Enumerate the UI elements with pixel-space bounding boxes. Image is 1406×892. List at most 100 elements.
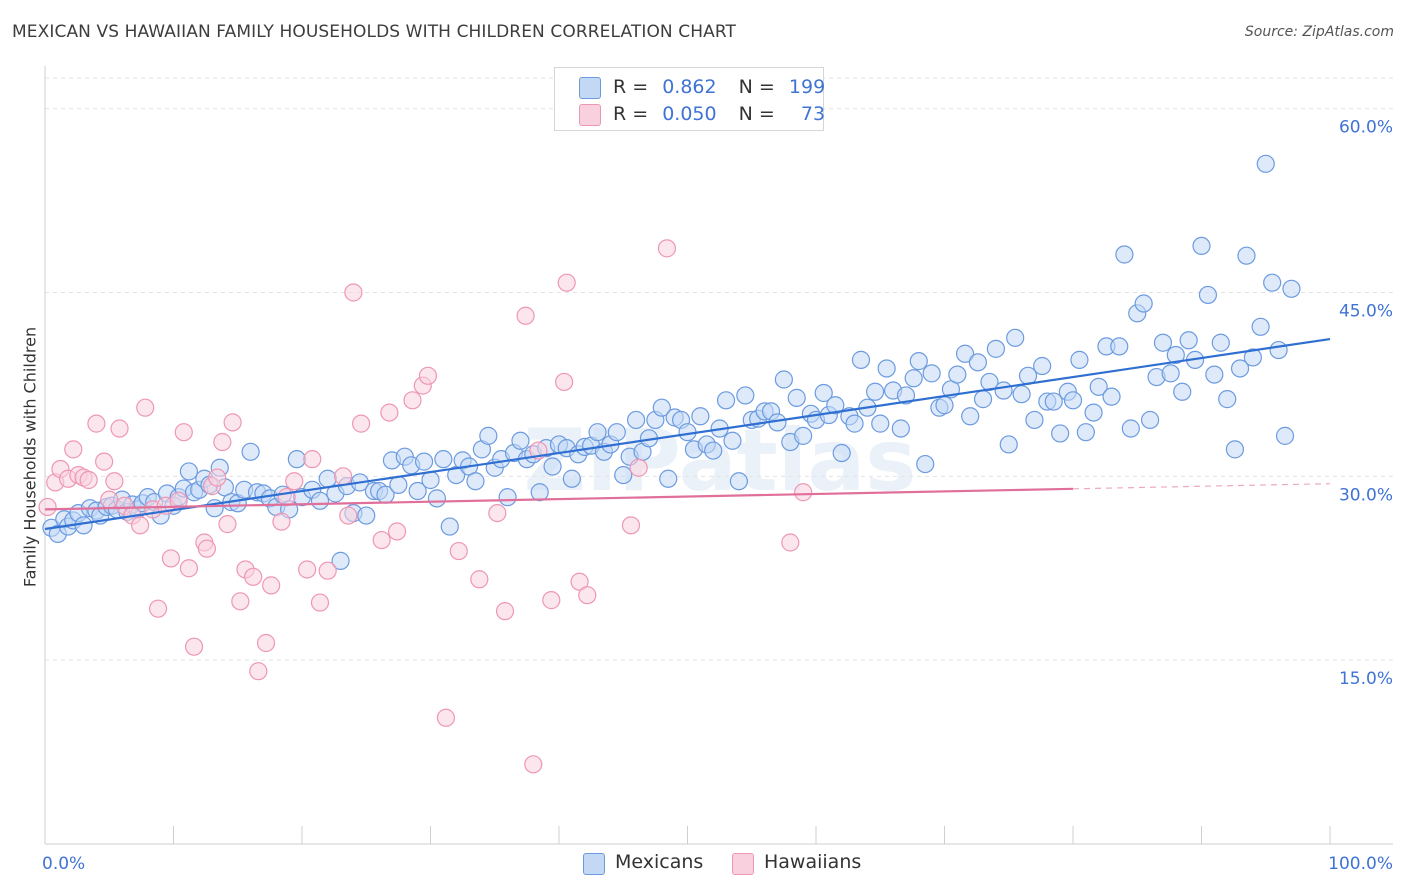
mexicans-point xyxy=(1256,154,1275,173)
mexicans-point xyxy=(408,481,427,501)
mexicans-point xyxy=(1192,236,1211,256)
n-value: 199 xyxy=(788,76,826,98)
legend-item-hawaiians[interactable]: Hawaiians xyxy=(732,851,862,875)
mexicans-point xyxy=(1070,350,1089,369)
hawaiians-point xyxy=(272,512,291,531)
hawaiians-point xyxy=(794,483,813,502)
hawaiians-point xyxy=(249,662,268,681)
mexicans-point xyxy=(530,483,549,502)
hawaiians-point xyxy=(87,414,106,433)
hawaiians-point xyxy=(516,306,535,325)
mexicans-point xyxy=(1044,392,1063,411)
mexicans-point xyxy=(421,470,440,490)
mexicans-point xyxy=(1115,245,1134,264)
mexicans-point xyxy=(479,426,498,445)
mexicans-point xyxy=(357,506,376,525)
mexicans-point xyxy=(1063,391,1083,410)
mexicans-point xyxy=(1269,340,1288,360)
hawaiians-point xyxy=(79,470,98,490)
hawaiians-point xyxy=(100,490,119,509)
hawaiians-point xyxy=(470,570,489,589)
mexicans-point xyxy=(961,407,980,426)
hawaiians-point xyxy=(38,497,57,517)
mexicans-point xyxy=(994,381,1013,400)
hawaiians-point xyxy=(334,467,353,486)
mexicans-point xyxy=(466,472,485,491)
hawaiians-point xyxy=(277,488,296,507)
hawaiians-point xyxy=(130,516,150,535)
mexicans-point xyxy=(310,491,330,510)
mexicans-point xyxy=(1089,377,1108,396)
hawaiians-point xyxy=(621,516,641,535)
hawaiians-point xyxy=(436,708,456,727)
legend-row-mexicans: R = 0.862 N = 199 xyxy=(555,76,825,100)
mexicans-point xyxy=(1076,423,1095,442)
data-points xyxy=(38,154,1301,774)
n-label: N = xyxy=(738,76,775,98)
hawaiians-point xyxy=(578,586,597,605)
mexicans-point xyxy=(948,365,967,384)
mexicans-point xyxy=(794,426,813,445)
mexicans-point xyxy=(331,551,350,570)
mexicans-point xyxy=(511,431,530,450)
hawaiians-point xyxy=(285,472,304,491)
mexicans-point xyxy=(871,414,890,433)
mexicans-point xyxy=(1230,359,1250,378)
hawaiians-point xyxy=(64,440,83,459)
mexicans-trend-line xyxy=(44,337,1331,531)
hawaiians-point xyxy=(372,530,391,550)
mexicans-point xyxy=(1166,345,1185,365)
hawaiians-point xyxy=(303,450,322,469)
hawaiians-point xyxy=(488,503,507,523)
mexicans-point xyxy=(704,441,723,460)
hawaiians-point xyxy=(174,423,193,442)
hawaiians-point xyxy=(161,549,181,568)
axes xyxy=(44,66,1393,845)
mexicans-point xyxy=(1102,387,1121,406)
mexicans-point xyxy=(1263,273,1282,292)
mexicans-point xyxy=(440,517,459,536)
mexicans-point xyxy=(826,396,845,415)
hawaiians-point xyxy=(352,414,371,433)
legend-row-text: R = 0.050 N = 73 xyxy=(613,103,825,125)
hawaiians-point xyxy=(136,398,155,417)
hawaiians-point xyxy=(542,591,561,610)
hawaiians-point xyxy=(344,283,363,302)
mexicans-point xyxy=(389,475,408,494)
hawaiians-point xyxy=(418,366,438,385)
mexicans-point xyxy=(1243,348,1263,367)
y-tick-label: 60.0% xyxy=(1339,118,1393,138)
mexicans-point xyxy=(1225,440,1245,459)
hawaiians-point xyxy=(629,458,648,477)
legend-item-mexicans[interactable]: Mexicans xyxy=(583,851,703,875)
mexicans-point xyxy=(1251,317,1270,336)
hawaiians-point xyxy=(218,515,237,534)
legend-row-text: R = 0.862 N = 199 xyxy=(613,76,825,98)
mexicans-point xyxy=(1153,333,1173,352)
hawaiians-point xyxy=(570,572,589,591)
mexicans-point xyxy=(1134,294,1153,313)
mexicans-point xyxy=(1012,385,1031,404)
mexicans-point xyxy=(999,435,1018,454)
y-tick-label: 45.0% xyxy=(1339,301,1393,321)
mexicans-point xyxy=(1173,382,1192,401)
hawaiians-point xyxy=(449,541,468,561)
hawaiians-point xyxy=(179,559,199,578)
mexicans-point xyxy=(909,352,928,371)
mexicans-point xyxy=(1006,328,1025,347)
mexicans-point xyxy=(414,452,434,471)
mexicans-point xyxy=(626,410,646,430)
hawaiians-point xyxy=(781,533,800,552)
n-value: 73 xyxy=(800,103,826,125)
hawaiians-point xyxy=(197,539,217,558)
mexicans-point xyxy=(814,383,833,403)
hawaiians-point xyxy=(310,593,330,612)
mexicans-point xyxy=(896,386,916,405)
mexicans-point xyxy=(1121,419,1140,438)
mexicans-point xyxy=(1282,279,1301,298)
legend-label: Hawaiians xyxy=(764,851,862,873)
n-label: N = xyxy=(738,103,775,125)
hawaiians-point xyxy=(387,522,407,541)
mexicans-point xyxy=(904,369,923,388)
mexicans-point xyxy=(179,462,199,481)
